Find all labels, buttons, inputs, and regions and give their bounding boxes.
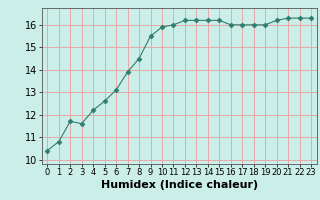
- X-axis label: Humidex (Indice chaleur): Humidex (Indice chaleur): [100, 180, 258, 190]
